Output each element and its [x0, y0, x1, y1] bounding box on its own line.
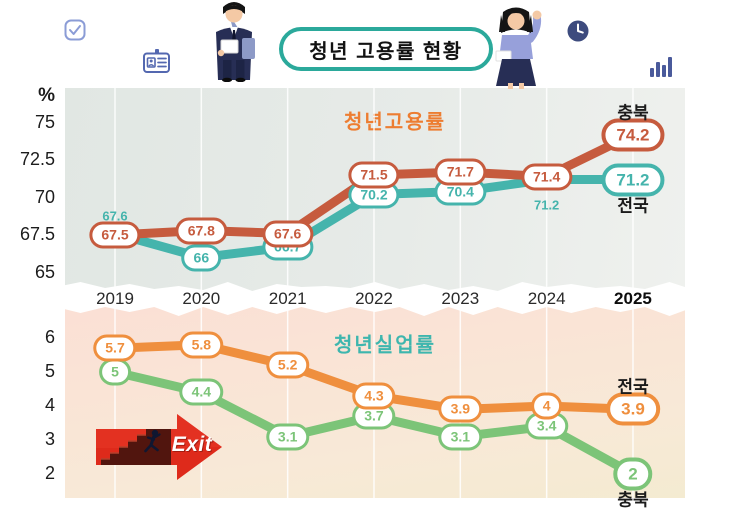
data-point-label: 3.9	[438, 395, 483, 423]
y-tick-label: 75	[34, 111, 55, 132]
y-tick-label: 67.5	[19, 224, 55, 244]
data-point-label: 67.6	[262, 220, 314, 247]
data-point-label: 3.1	[438, 423, 483, 451]
data-point-label: 66	[181, 244, 222, 271]
y-tick-label: 5	[44, 361, 55, 381]
checkbox-icon	[64, 19, 86, 41]
x-axis-year: 2020	[182, 289, 221, 308]
y-tick-label: 3	[44, 429, 55, 449]
running-person-icon	[144, 429, 161, 453]
data-point-label: 74.2	[601, 118, 665, 151]
data-point-label: 71.4	[521, 163, 573, 190]
data-point-label: 5.7	[93, 334, 137, 362]
clock-icon	[567, 20, 589, 42]
x-axis-year: 2025	[614, 289, 652, 308]
data-point-label: 71.7	[434, 158, 486, 186]
data-point-label: 67.6	[102, 208, 128, 223]
data-point-label: 71.2	[601, 163, 665, 196]
data-point-label: 4	[530, 392, 563, 420]
data-point-label: 71.2	[533, 197, 560, 212]
x-axis-torn-band: 2019 2020 2021 2022 2023 2024 2025	[56, 279, 694, 317]
data-point-label: 67.5	[89, 221, 141, 249]
series-label-전국: 전국	[617, 196, 649, 215]
employment-chart-title: 청년고용률	[344, 111, 446, 134]
y-tick-label: 2	[44, 463, 55, 483]
torn-paper-shape	[56, 282, 694, 316]
data-point-label: 4.4	[179, 378, 224, 406]
data-point-label: 5.2	[265, 351, 310, 379]
exit-label: Exit	[171, 433, 213, 456]
x-axis-year: 2021	[268, 289, 307, 308]
data-point-label: 71.5	[348, 161, 400, 189]
y-tick-label: 65	[34, 261, 55, 282]
page-title: 청년 고용률 현황	[279, 27, 493, 71]
x-axis-year: 2022	[355, 289, 393, 308]
series-label-충북: 충북	[617, 103, 649, 122]
unemployment-rate-chart: 청년실업률 Exit 6 5 4 3 2 5 4.4 3.1 3.7 3.1 3.4 2 충북 5.7 5.…	[45, 296, 685, 510]
data-point-label: 67.8	[175, 217, 227, 244]
exit-arrow-shape	[96, 414, 222, 480]
data-point-label: 3.9	[606, 392, 660, 426]
x-axis-year: 2023	[441, 289, 480, 308]
y-tick-label: 4	[44, 395, 55, 415]
series-label-전국: 전국	[617, 377, 649, 397]
data-point-label: 4.3	[352, 382, 396, 410]
y-tick-label: 6	[44, 327, 55, 347]
data-point-label: 3.1	[265, 423, 310, 451]
y-axis-unit: %	[38, 85, 55, 106]
unemployment-chart-title: 청년실업률	[334, 334, 436, 357]
id-card-icon	[143, 49, 170, 73]
data-point-label: 2	[613, 457, 653, 491]
series-label-충북: 충북	[617, 490, 649, 510]
businessman-illustration	[216, 2, 255, 82]
y-tick-label: 72.5	[19, 149, 55, 169]
bar-chart-icon	[650, 57, 672, 77]
x-axis-year: 2024	[527, 289, 566, 308]
x-axis-year: 2019	[96, 289, 134, 308]
employment-rate-chart: % 청년고용률 7572.57067.56567.66666.770.270.4…	[20, 85, 685, 298]
businesswoman-illustration	[495, 7, 542, 89]
exit-arrow-graphic: Exit	[95, 412, 223, 482]
data-point-label: 5	[99, 358, 131, 386]
y-tick-label: 70	[34, 186, 55, 207]
page-title-text: 청년 고용률 현황	[309, 40, 463, 63]
data-point-label: 5.8	[179, 331, 224, 359]
